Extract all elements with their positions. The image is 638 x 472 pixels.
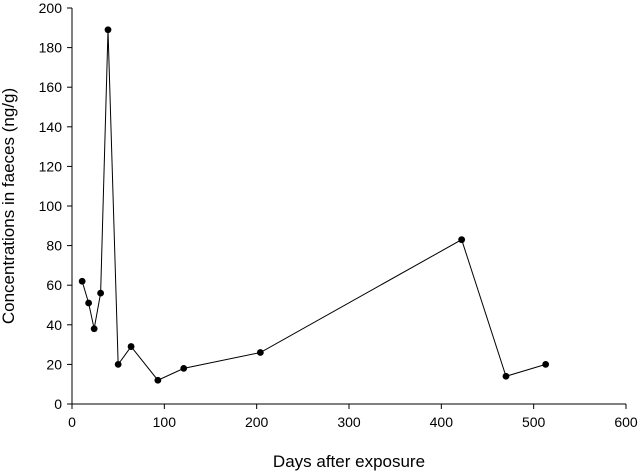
data-point [256, 349, 264, 356]
data-point [114, 361, 122, 368]
y-tick-label: 160 [39, 79, 63, 95]
x-tick-label: 200 [245, 414, 269, 430]
x-tick-label: 0 [68, 414, 76, 430]
data-point [542, 361, 550, 368]
y-tick-label: 140 [39, 119, 63, 135]
y-ticks: 0 20 40 60 80 100 120 140 160 180 200 [39, 0, 72, 412]
data-point [502, 372, 510, 380]
x-tick-label: 500 [522, 414, 546, 430]
data-point [180, 364, 188, 372]
y-axis: 0 20 40 60 80 100 120 140 160 180 200 [39, 0, 73, 412]
x-ticks: 0 100 200 300 400 500 600 [68, 404, 638, 430]
y-tick-label: 20 [46, 356, 62, 372]
y-tick-label: 200 [39, 0, 63, 16]
data-point [78, 277, 86, 285]
x-tick-label: 300 [337, 414, 361, 430]
y-tick-label: 60 [46, 277, 62, 293]
x-tick-label: 100 [153, 414, 177, 430]
data-point [85, 299, 93, 307]
data-point [154, 376, 162, 384]
y-axis-title: Concentrations in faeces (ng/g) [0, 88, 18, 324]
data-point [458, 236, 466, 244]
x-axis-title: Days after exposure [273, 452, 425, 471]
x-axis: 0 100 200 300 400 500 600 [68, 403, 638, 430]
data-point [104, 26, 112, 34]
y-tick-label: 80 [46, 238, 62, 254]
data-point [90, 325, 98, 333]
y-tick-label: 100 [39, 198, 63, 214]
series-line [81, 29, 546, 381]
y-tick-label: 0 [54, 396, 62, 412]
x-tick-label: 400 [430, 414, 454, 430]
x-tick-label: 600 [614, 414, 638, 430]
y-tick-label: 40 [46, 317, 62, 333]
y-tick-label: 180 [39, 40, 63, 56]
y-tick-label: 120 [39, 158, 63, 174]
plot-area [78, 26, 550, 384]
data-point [127, 343, 135, 350]
data-point [97, 289, 105, 297]
